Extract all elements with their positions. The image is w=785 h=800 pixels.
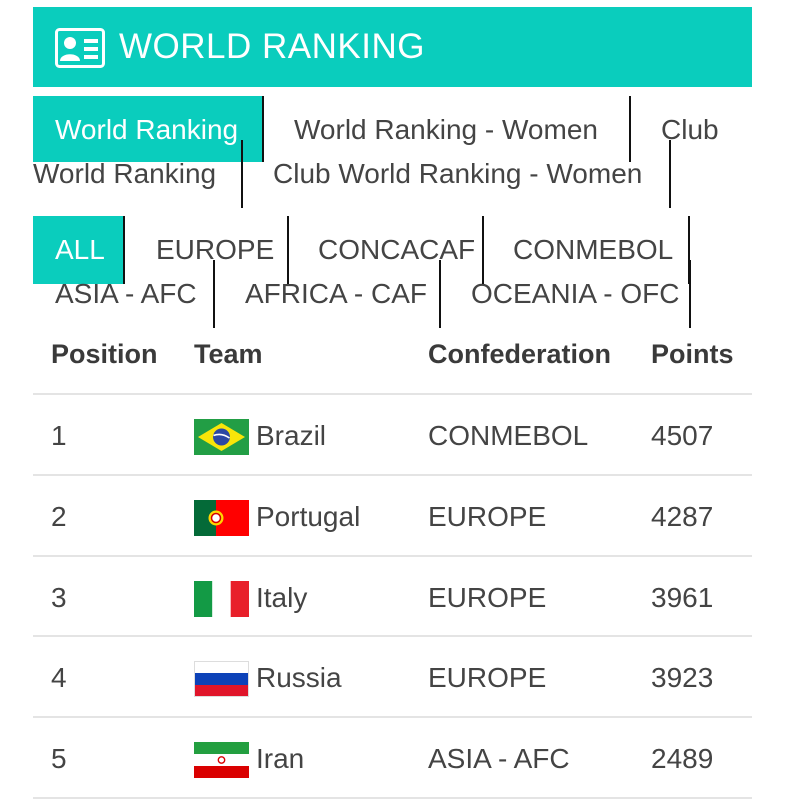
confederation-cell: EUROPE <box>428 582 547 613</box>
points-cell: 3923 <box>651 662 714 693</box>
italy-flag-icon <box>194 581 249 617</box>
tab-divider <box>482 216 484 284</box>
points-cell: 4507 <box>651 420 714 451</box>
team-cell[interactable]: Russia <box>256 662 342 693</box>
russia-flag-icon <box>194 661 249 697</box>
page-title: WORLD RANKING <box>119 27 425 66</box>
points-cell: 3961 <box>651 582 714 613</box>
tab-divider <box>689 260 691 328</box>
tab-divider <box>123 216 125 284</box>
team-cell[interactable]: Brazil <box>256 420 327 451</box>
tab-asia-afc[interactable]: ASIA - AFC <box>55 278 197 309</box>
tab-divider <box>213 260 215 328</box>
team-cell[interactable]: Iran <box>256 743 305 774</box>
row-divider <box>33 635 752 637</box>
portugal-flag-icon <box>194 500 249 536</box>
tab-divider <box>262 96 264 162</box>
position-cell: 2 <box>51 501 67 532</box>
tab-divider <box>629 96 631 162</box>
tab-oceania-ofc[interactable]: OCEANIA - OFC <box>471 278 680 309</box>
active-tab-background <box>33 216 125 284</box>
row-divider <box>33 474 752 476</box>
row-divider <box>33 716 752 718</box>
row-divider <box>33 393 752 395</box>
page-header: WORLD RANKING <box>33 7 752 87</box>
confederation-cell: EUROPE <box>428 662 547 693</box>
tab-divider <box>439 260 441 328</box>
column-header-position[interactable]: Position <box>51 339 158 369</box>
tab-club-world-ranking-women[interactable]: Club World Ranking - Women <box>273 158 643 189</box>
tab-club-world-ranking[interactable]: Club <box>661 114 719 145</box>
tab-divider <box>287 216 289 284</box>
tab-conmebol[interactable]: CONMEBOL <box>513 234 674 265</box>
confederation-cell: CONMEBOL <box>428 420 589 451</box>
tab-club-world-ranking-cont[interactable]: World Ranking <box>33 158 217 189</box>
tab-world-ranking[interactable]: World Ranking <box>55 114 239 145</box>
confederation-cell: ASIA - AFC <box>428 743 570 774</box>
position-cell: 5 <box>51 743 67 774</box>
tab-world-ranking-women[interactable]: World Ranking - Women <box>294 114 598 145</box>
team-cell[interactable]: Italy <box>256 582 308 613</box>
brazil-flag-icon <box>194 419 249 455</box>
row-divider <box>33 555 752 557</box>
team-cell[interactable]: Portugal <box>256 501 361 532</box>
active-tab-background <box>33 96 264 162</box>
tab-europe[interactable]: EUROPE <box>156 234 275 265</box>
tab-concacaf[interactable]: CONCACAF <box>318 234 476 265</box>
tab-divider <box>241 140 243 208</box>
iran-flag-icon <box>194 742 249 778</box>
tab-africa-caf[interactable]: AFRICA - CAF <box>245 278 428 309</box>
position-cell: 3 <box>51 582 67 613</box>
position-cell: 4 <box>51 662 67 693</box>
tab-divider <box>669 140 671 208</box>
column-header-confederation[interactable]: Confederation <box>428 339 612 369</box>
tab-divider <box>688 216 690 284</box>
position-cell: 1 <box>51 420 67 451</box>
tab-all[interactable]: ALL <box>55 234 105 265</box>
column-header-team[interactable]: Team <box>194 339 263 369</box>
confederation-cell: EUROPE <box>428 501 547 532</box>
row-divider <box>33 797 752 799</box>
column-header-points[interactable]: Points <box>651 339 734 369</box>
points-cell: 4287 <box>651 501 714 532</box>
points-cell: 2489 <box>651 743 714 774</box>
id-card-icon <box>55 28 105 68</box>
